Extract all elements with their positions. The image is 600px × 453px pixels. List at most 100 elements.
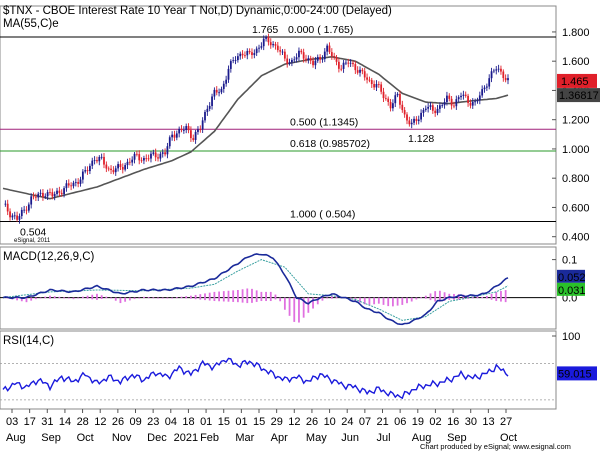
macd-histogram-bar <box>128 297 131 301</box>
candle-body <box>396 93 399 96</box>
x-day-label: 12 <box>94 416 106 428</box>
candle-body <box>345 62 347 64</box>
candle-body <box>441 105 444 106</box>
candle-body <box>408 120 411 125</box>
candle-body <box>213 89 216 97</box>
candle-body <box>138 154 141 161</box>
candle-body <box>342 62 345 69</box>
macd-histogram-bar <box>255 290 258 302</box>
candle-body <box>180 128 183 131</box>
candle-body <box>208 105 211 109</box>
candle-body <box>406 114 408 121</box>
macd-histogram-bar <box>260 291 263 302</box>
rsi-value-box <box>557 366 597 381</box>
macd-histogram-bar <box>415 297 418 300</box>
macd-histogram-bar <box>6 297 9 299</box>
candle-body <box>164 152 166 155</box>
candle-body <box>166 146 169 155</box>
macd-histogram-bar <box>190 295 192 299</box>
x-day-label: 24 <box>341 416 353 428</box>
fib-label: 0.618 (0.985702) <box>290 138 370 150</box>
macd-histogram-bar <box>157 297 159 299</box>
candle-body <box>267 37 270 43</box>
candle-body <box>70 185 73 187</box>
rsi-value: 59.015 <box>558 368 592 380</box>
candle-body <box>128 161 131 163</box>
candle-body <box>253 53 256 56</box>
candle-body <box>307 58 310 61</box>
candle-body <box>4 203 7 205</box>
candle-body <box>117 164 119 169</box>
candle-body <box>225 79 228 84</box>
candle-body <box>382 91 385 99</box>
candle-body <box>438 105 441 109</box>
candle-body <box>157 157 159 159</box>
candle-body <box>309 58 312 61</box>
candle-body <box>469 102 472 106</box>
candle-body <box>175 133 178 138</box>
x-day-label: 14 <box>59 416 71 428</box>
candle-body <box>337 61 340 69</box>
credit: Chart produced by eSignal; www.esignal.c… <box>420 442 571 451</box>
candle-body <box>312 60 314 66</box>
candle-body <box>58 190 61 193</box>
x-day-label: 28 <box>77 416 89 428</box>
x-day-label: 16 <box>447 416 459 428</box>
candle-body <box>182 129 185 131</box>
x-month-label: May <box>306 432 327 444</box>
candle-body <box>20 209 23 217</box>
signal-value-box <box>557 282 585 296</box>
candle-body <box>443 102 446 106</box>
candle-body <box>100 156 103 158</box>
candle-body <box>13 215 16 217</box>
candle-body <box>349 62 352 64</box>
candle-body <box>288 62 291 64</box>
macd-histogram-bar <box>500 290 502 302</box>
candle-body <box>504 78 507 81</box>
rsi-tick-label: 100 <box>562 331 580 343</box>
candle-body <box>293 59 296 61</box>
candle-body <box>239 53 242 57</box>
macd-histogram-bar <box>185 296 188 299</box>
signal-value: 0.031 <box>558 285 586 297</box>
candle-body <box>56 190 58 195</box>
macd-histogram-bar <box>302 297 305 318</box>
candle-body <box>197 129 199 132</box>
x-month-label: Mar <box>235 432 254 444</box>
candle-body <box>60 192 63 195</box>
macd-histogram-bar <box>471 296 474 299</box>
candle-body <box>30 196 33 205</box>
macd-histogram-bar <box>152 297 155 299</box>
candle-body <box>457 97 460 100</box>
annotation-high: 1.765 <box>252 24 278 36</box>
candle-body <box>241 53 244 56</box>
candle-body <box>133 153 136 160</box>
macd-histogram-bar <box>49 295 51 299</box>
candle-body <box>65 183 68 189</box>
price-panel <box>0 5 557 245</box>
candle-body <box>27 204 30 211</box>
candle-body <box>25 209 28 211</box>
x-day-label: 17 <box>24 416 36 428</box>
candle-body <box>236 56 239 61</box>
y-tick-label: 0.800 <box>562 173 590 185</box>
ma-value-box <box>557 88 600 103</box>
candle-body <box>251 52 253 56</box>
x-day-label: 09 <box>130 416 142 428</box>
candle-body <box>53 194 56 197</box>
candle-body <box>500 68 502 72</box>
candle-body <box>422 109 425 113</box>
x-month-label: Dec <box>147 432 167 444</box>
fib-label: 0.000 ( 1.765) <box>288 24 353 36</box>
candle-body <box>298 50 300 58</box>
x-day-label: 07 <box>359 416 371 428</box>
macd-histogram-bar <box>406 297 408 304</box>
candle-body <box>39 192 42 194</box>
candle-body <box>478 95 481 101</box>
candle-body <box>269 42 272 46</box>
candle-body <box>490 71 493 79</box>
candle-body <box>377 83 380 85</box>
macd-histogram-bar <box>293 297 296 322</box>
macd-label: MACD(12,26,9,C) <box>3 251 95 263</box>
macd-histogram-bar <box>283 297 286 310</box>
